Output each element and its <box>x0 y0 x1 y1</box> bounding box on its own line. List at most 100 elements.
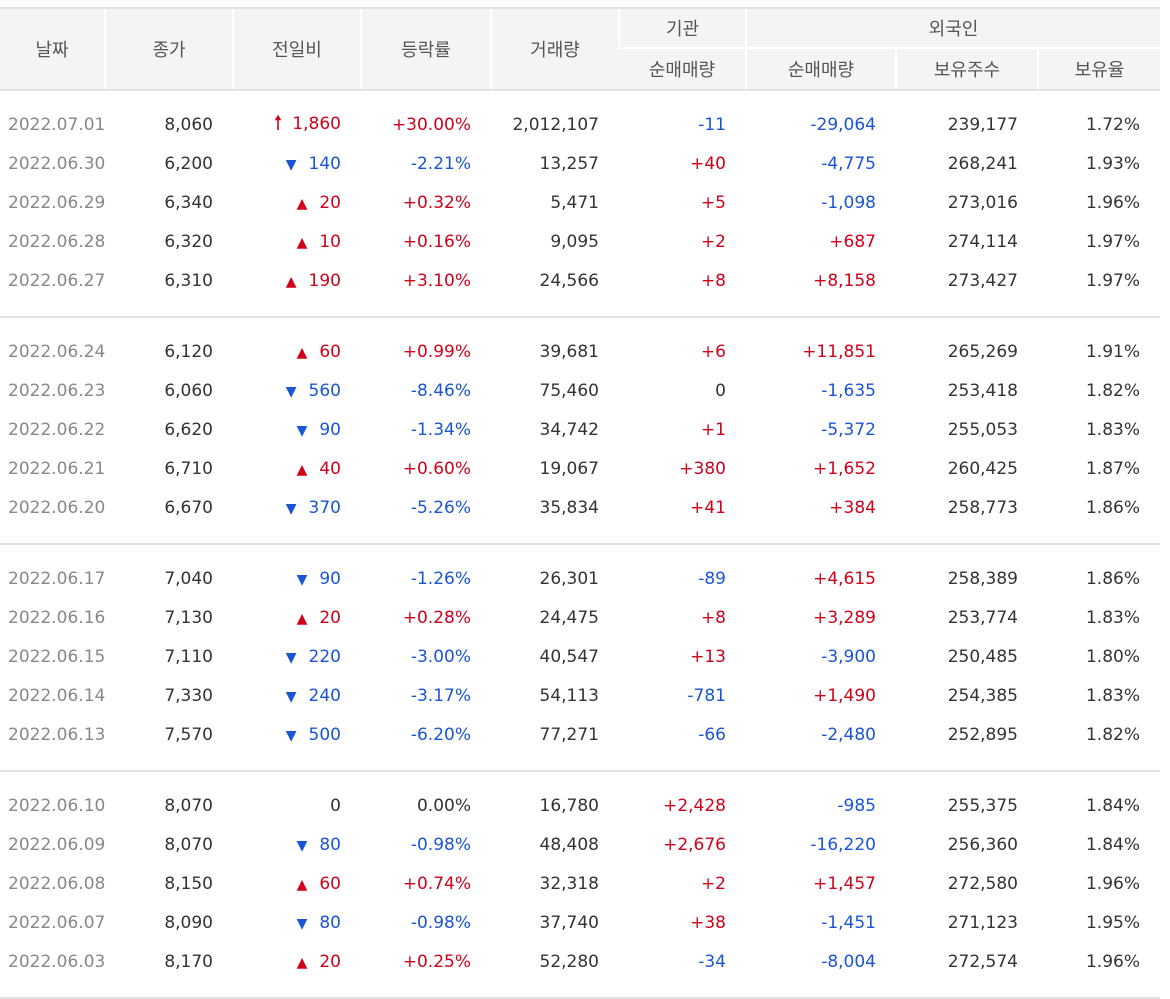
cell-foreign-net: +687 <box>829 231 876 252</box>
cell-foreign-ratio: 1.83% <box>1085 685 1140 706</box>
cell-date: 2022.06.09 <box>8 834 106 855</box>
cell-inst-net: -34 <box>698 951 726 972</box>
cell-foreign-holdings: 253,774 <box>947 607 1018 628</box>
change-value: 500 <box>308 724 341 745</box>
cell-foreign-ratio: 1.86% <box>1085 497 1140 518</box>
cell-volume: 54,113 <box>539 685 599 706</box>
cell-change: ▼ 80 <box>233 825 361 864</box>
cell-change: ▼ 80 <box>233 903 361 942</box>
change-value: 1,860 <box>292 113 341 134</box>
cell-foreign-net: +8,158 <box>813 270 876 291</box>
cell-change: ▼ 220 <box>233 637 361 676</box>
cell-volume: 2,012,107 <box>512 114 599 135</box>
cell-foreign-ratio: 1.95% <box>1085 912 1140 933</box>
change-value: 20 <box>319 192 341 213</box>
cell-date: 2022.06.22 <box>8 419 106 440</box>
cell-rate: 0.00% <box>416 795 471 816</box>
cell-volume: 26,301 <box>539 568 599 589</box>
cell-inst-net: +8 <box>700 607 726 628</box>
cell-close: 7,570 <box>164 724 213 745</box>
cell-foreign-holdings: 272,574 <box>947 951 1018 972</box>
cell-date: 2022.06.24 <box>8 341 106 362</box>
cell-change: ▼ 560 <box>233 371 361 410</box>
group-spacer <box>0 981 1160 998</box>
cell-foreign-holdings: 254,385 <box>947 685 1018 706</box>
cell-inst-net: +2 <box>700 873 726 894</box>
change-value: 10 <box>319 231 341 252</box>
daily-trading-table: 날짜 종가 전일비 등락률 거래량 기관 외국인 순매매량 순매매량 보유주수 … <box>0 7 1160 999</box>
cell-date: 2022.06.10 <box>8 795 106 816</box>
cell-foreign-ratio: 1.87% <box>1085 458 1140 479</box>
cell-change: ▲ 60 <box>233 332 361 371</box>
cell-inst-net: +38 <box>690 912 726 933</box>
cell-foreign-ratio: 1.91% <box>1085 341 1140 362</box>
cell-foreign-net: -8,004 <box>821 951 876 972</box>
cell-volume: 48,408 <box>539 834 599 855</box>
cell-inst-net: +2,676 <box>663 834 726 855</box>
cell-close: 8,060 <box>164 114 213 135</box>
cell-close: 8,170 <box>164 951 213 972</box>
cell-date: 2022.06.27 <box>8 270 106 291</box>
cell-foreign-ratio: 1.84% <box>1085 795 1140 816</box>
cell-change: ▼ 370 <box>233 488 361 527</box>
cell-date: 2022.06.23 <box>8 380 106 401</box>
table-row: 2022.06.07 8,090 ▼ 80 -0.98% 37,740 +38 -1,451 2… <box>0 903 1160 942</box>
cell-foreign-net: -1,635 <box>821 380 876 401</box>
cell-rate: +0.25% <box>402 951 471 972</box>
cell-close: 8,090 <box>164 912 213 933</box>
cell-date: 2022.06.28 <box>8 231 106 252</box>
cell-foreign-holdings: 271,123 <box>947 912 1018 933</box>
cell-change: ▼ 500 <box>233 715 361 754</box>
cell-change: 0 <box>233 786 361 825</box>
cell-date: 2022.06.14 <box>8 685 106 706</box>
cell-volume: 52,280 <box>539 951 599 972</box>
col-group-foreign: 외국인 <box>745 7 1160 48</box>
cell-rate: -2.21% <box>410 153 471 174</box>
triangle-down-icon: ▼ <box>285 688 297 705</box>
group-spacer <box>0 527 1160 544</box>
cell-volume: 19,067 <box>539 458 599 479</box>
table-row: 2022.07.01 8,060 🠕 1,860 +30.00% 2,012,107 -11… <box>0 105 1160 144</box>
col-rate: 등락률 <box>360 7 491 91</box>
col-group-institution: 기관 <box>618 7 746 48</box>
cell-inst-net: -11 <box>698 114 726 135</box>
cell-foreign-ratio: 1.93% <box>1085 153 1140 174</box>
table-row: 2022.06.28 6,320 ▲ 10 +0.16% 9,095 +2 +687 274,1… <box>0 222 1160 261</box>
cell-close: 8,070 <box>164 834 213 855</box>
cell-date: 2022.06.29 <box>8 192 106 213</box>
table-row: 2022.06.03 8,170 ▲ 20 +0.25% 52,280 -34 -8,004 2… <box>0 942 1160 981</box>
cell-foreign-ratio: 1.83% <box>1085 419 1140 440</box>
cell-change: ▼ 90 <box>233 410 361 449</box>
cell-rate: +0.60% <box>402 458 471 479</box>
cell-inst-net: +2,428 <box>663 795 726 816</box>
cell-foreign-holdings: 265,269 <box>947 341 1018 362</box>
cell-foreign-net: +3,289 <box>813 607 876 628</box>
table-row: 2022.06.10 8,070 0 0.00% 16,780 +2,428 -985 255… <box>0 786 1160 825</box>
table-row: 2022.06.08 8,150 ▲ 60 +0.74% 32,318 +2 +1,457 27… <box>0 864 1160 903</box>
cell-volume: 77,271 <box>539 724 599 745</box>
change-value: 240 <box>308 685 341 706</box>
cell-close: 7,130 <box>164 607 213 628</box>
cell-foreign-holdings: 272,580 <box>947 873 1018 894</box>
cell-date: 2022.06.16 <box>8 607 106 628</box>
cell-foreign-net: -4,775 <box>821 153 876 174</box>
col-date: 날짜 <box>0 7 105 91</box>
cell-foreign-net: +1,652 <box>813 458 876 479</box>
table-row: 2022.06.29 6,340 ▲ 20 +0.32% 5,471 +5 -1,098 273… <box>0 183 1160 222</box>
cell-change: ▲ 40 <box>233 449 361 488</box>
col-inst-net: 순매매량 <box>619 47 746 91</box>
triangle-down-icon: ▼ <box>296 422 308 439</box>
cell-foreign-ratio: 1.82% <box>1085 724 1140 745</box>
table-row: 2022.06.20 6,670 ▼ 370 -5.26% 35,834 +41 +384 25… <box>0 488 1160 527</box>
table-row: 2022.06.23 6,060 ▼ 560 -8.46% 75,460 0 -1,635 25… <box>0 371 1160 410</box>
cell-rate: -8.46% <box>410 380 471 401</box>
cell-date: 2022.06.20 <box>8 497 106 518</box>
col-foreign-net: 순매매량 <box>745 47 896 91</box>
cell-foreign-holdings: 273,016 <box>947 192 1018 213</box>
cell-foreign-net: -3,900 <box>821 646 876 667</box>
cell-close: 7,110 <box>164 646 213 667</box>
table-row: 2022.06.22 6,620 ▼ 90 -1.34% 34,742 +1 -5,372 25… <box>0 410 1160 449</box>
cell-volume: 24,475 <box>539 607 599 628</box>
triangle-up-icon: ▲ <box>296 344 308 361</box>
cell-foreign-holdings: 239,177 <box>947 114 1018 135</box>
